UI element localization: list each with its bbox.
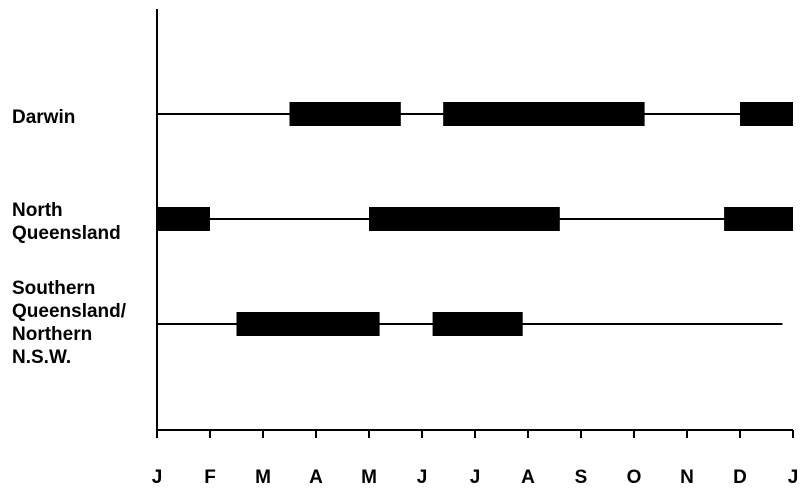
period-bar xyxy=(724,207,793,231)
row-label-line: North xyxy=(12,200,63,221)
row-label-line: Queensland/ xyxy=(12,301,127,322)
row-label: North Queensland xyxy=(12,200,121,244)
timeline-row xyxy=(157,312,783,336)
period-bar xyxy=(157,207,210,231)
row-label-line: Northern xyxy=(12,324,92,345)
month-tick-label: M xyxy=(361,467,377,488)
row-labels: Darwin North Queensland Southern Queensland/… xyxy=(12,107,127,368)
timeline-row xyxy=(157,102,793,126)
x-axis-ticks xyxy=(156,430,794,438)
row-label: Southern Queensland/Northern N.S.W. xyxy=(12,278,127,368)
period-bar xyxy=(443,102,645,126)
month-tick-label: J xyxy=(152,467,163,488)
month-tick-label: J xyxy=(788,467,799,488)
month-tick-label: J xyxy=(417,467,428,488)
row-label-line: Queensland xyxy=(12,223,121,244)
month-tick-label: M xyxy=(255,467,271,488)
month-tick-label: J xyxy=(470,467,481,488)
period-bar xyxy=(369,207,560,231)
month-tick-label: O xyxy=(627,467,642,488)
timeline-row xyxy=(157,207,793,231)
month-tick-label: S xyxy=(575,467,588,488)
row-label: Darwin xyxy=(12,107,75,128)
month-tick-label: A xyxy=(309,467,323,488)
month-tick-label: D xyxy=(733,467,747,488)
period-bar xyxy=(236,312,380,336)
timeline-rows xyxy=(157,102,793,336)
row-label-line: Darwin xyxy=(12,107,75,128)
month-tick-label: A xyxy=(521,467,535,488)
month-tick-label: N xyxy=(680,467,694,488)
period-bar xyxy=(289,102,401,126)
month-tick-label: F xyxy=(204,467,216,488)
row-label-line: Southern xyxy=(12,278,95,299)
period-bar xyxy=(740,102,793,126)
period-bar xyxy=(432,312,523,336)
row-label-line: N.S.W. xyxy=(12,347,71,368)
